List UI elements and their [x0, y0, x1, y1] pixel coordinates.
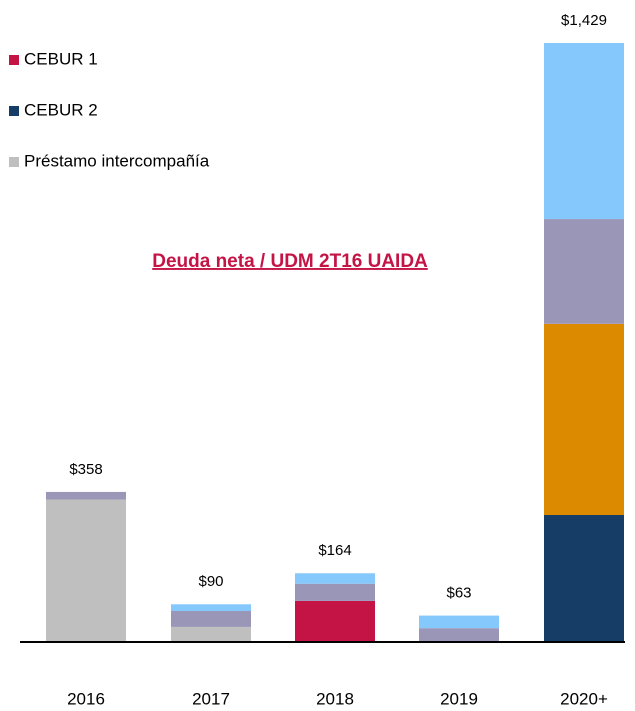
- bar-segment: [295, 600, 375, 642]
- bar-segment: [544, 323, 624, 515]
- bar-segment: [419, 628, 499, 642]
- legend-label: CEBUR 2: [24, 100, 98, 119]
- total-label: $90: [198, 573, 223, 590]
- bar-segment: [295, 583, 375, 601]
- bar-segment: [419, 615, 499, 629]
- total-label: $164: [318, 542, 351, 559]
- bar-segment: [171, 610, 251, 627]
- annotation: Deuda neta / UDM 2T16 UAIDA: [152, 251, 428, 272]
- x-tick-label: 2020+: [560, 689, 608, 708]
- total-label: $358: [69, 461, 102, 478]
- bar-segment: [46, 491, 126, 500]
- legend-swatch: [9, 106, 19, 116]
- legend-label: Préstamo intercompañía: [24, 151, 210, 170]
- legend-swatch: [9, 157, 19, 167]
- x-tick-label: 2016: [67, 689, 105, 708]
- bar-segment: [46, 499, 126, 642]
- legend-label: CEBUR 1: [24, 49, 98, 68]
- x-tick-label: 2017: [192, 689, 230, 708]
- bar-segment: [171, 626, 251, 642]
- bar-segment: [171, 604, 251, 611]
- x-tick-label: 2019: [440, 689, 478, 708]
- total-label: $63: [446, 585, 471, 602]
- x-tick-label: 2018: [316, 689, 354, 708]
- bar-segment: [544, 514, 624, 642]
- legend-swatch: [9, 55, 19, 65]
- bar-segment: [295, 573, 375, 584]
- total-label: $1,429: [561, 12, 607, 29]
- bar-segment: [544, 219, 624, 324]
- bar-segment: [544, 43, 624, 220]
